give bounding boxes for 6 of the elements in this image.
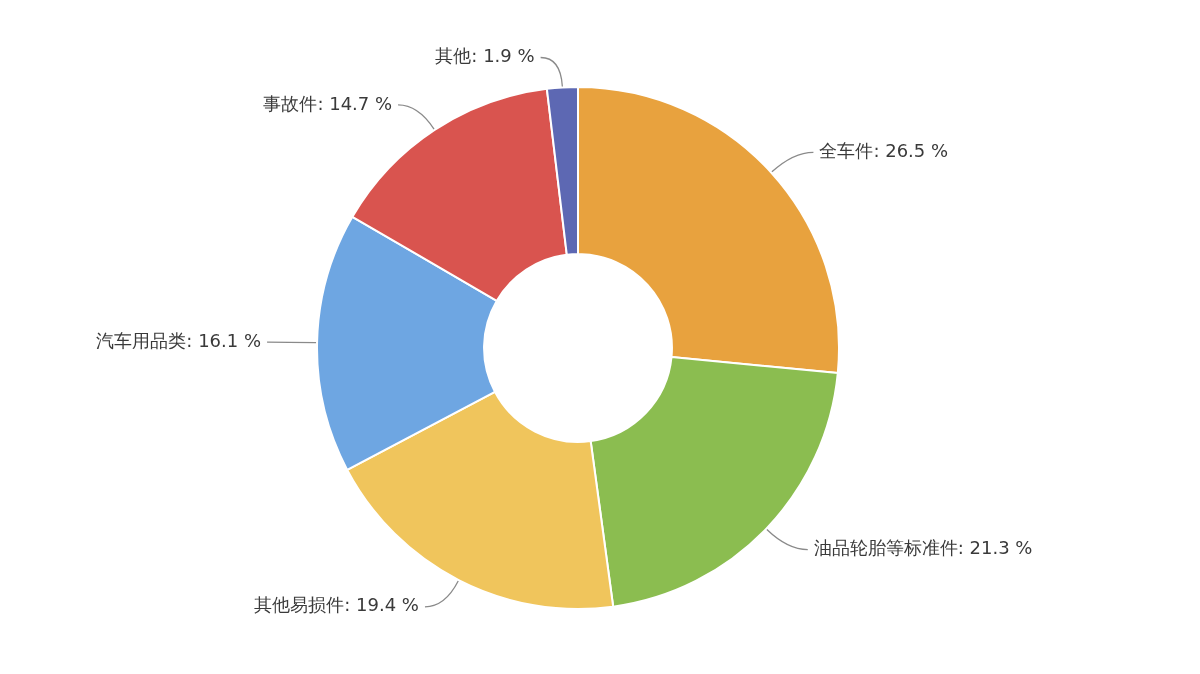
slice-label: 全车件: 26.5 % [819,140,949,161]
slice-label: 其他: 1.9 % [435,45,535,67]
slice-label: 事故件: 14.7 % [263,92,393,114]
slice-label: 油品轮胎等标准件: 21.3 % [813,537,1033,559]
slice-label: 汽车用品类: 16.1 % [96,329,262,351]
slice-label: 其他易损件: 19.4 % [254,594,419,616]
